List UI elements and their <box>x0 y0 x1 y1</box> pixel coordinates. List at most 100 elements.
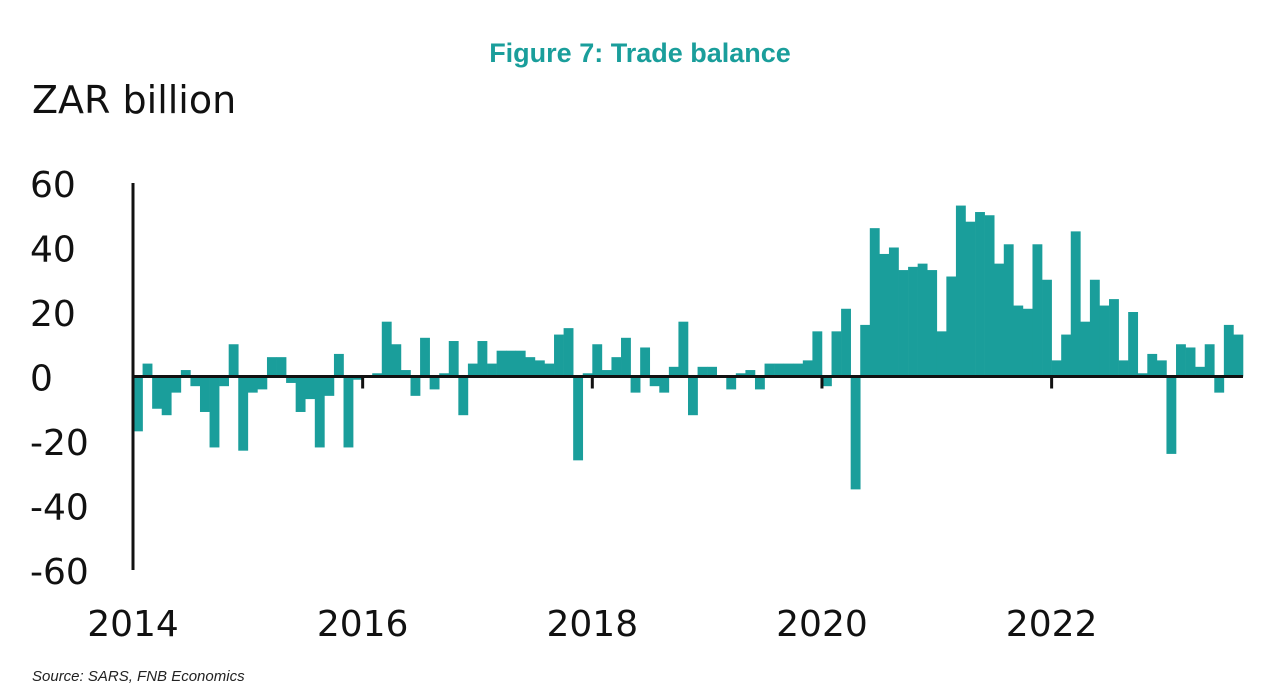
bar <box>668 366 679 377</box>
y-tick-label: 60 <box>30 165 76 206</box>
bar <box>630 376 641 393</box>
bar <box>1013 305 1024 377</box>
trade-balance-chart: 60 40 20 0 -20 -40 -60 2014 2016 2018 2020 2022 <box>30 165 1244 645</box>
bar <box>314 376 325 448</box>
bar <box>467 363 478 377</box>
bar <box>410 376 421 396</box>
x-tick-label: 2018 <box>546 604 638 645</box>
bar <box>295 376 306 412</box>
bar <box>238 376 249 451</box>
bar <box>1185 347 1196 377</box>
bar <box>1166 376 1177 454</box>
y-tick-label: -20 <box>30 423 89 464</box>
bar <box>582 373 593 377</box>
bar <box>199 376 210 412</box>
bar <box>1204 344 1215 377</box>
bar <box>802 360 813 377</box>
bar <box>266 357 277 377</box>
bar <box>1195 366 1206 377</box>
bar <box>726 376 737 390</box>
bar <box>793 363 804 377</box>
bar <box>257 376 268 390</box>
bar <box>1223 324 1234 377</box>
bar <box>133 376 143 432</box>
bar <box>592 344 603 377</box>
bar <box>984 215 995 377</box>
bar <box>161 376 172 416</box>
bar <box>936 331 947 377</box>
bar <box>1147 353 1158 377</box>
bar <box>525 357 536 377</box>
bar <box>276 357 287 377</box>
bar <box>783 363 794 377</box>
bar <box>171 376 182 393</box>
bar <box>860 324 871 377</box>
bar <box>812 331 823 377</box>
bar <box>774 363 784 377</box>
bar <box>219 376 229 387</box>
bar-series <box>133 205 1244 490</box>
bar <box>1156 360 1167 377</box>
bar <box>381 321 392 377</box>
bar <box>554 334 564 377</box>
bar <box>821 376 832 387</box>
bar <box>429 376 440 390</box>
bar <box>305 376 316 400</box>
bar <box>994 263 1005 377</box>
bar <box>1137 373 1148 377</box>
y-tick-label: 40 <box>30 230 76 271</box>
bar <box>601 370 612 377</box>
bar <box>180 370 191 377</box>
bar <box>209 376 220 448</box>
y-axis-unit-label: ZAR billion <box>32 78 237 122</box>
bar <box>888 247 899 377</box>
x-tick-label: 2014 <box>87 604 179 645</box>
bar <box>458 376 469 416</box>
x-tick-label: 2016 <box>317 604 409 645</box>
y-tick-label: 20 <box>30 294 76 335</box>
bar <box>1032 244 1043 377</box>
bar <box>1070 231 1081 377</box>
chart-title: Figure 7: Trade balance <box>489 38 791 68</box>
bar <box>764 363 775 377</box>
y-tick-label: 0 <box>30 359 53 400</box>
bar <box>1089 279 1100 377</box>
bar <box>869 228 880 377</box>
bar <box>286 376 296 383</box>
bar <box>841 308 851 377</box>
bar <box>142 363 153 377</box>
bar <box>391 344 402 377</box>
bar <box>152 376 163 409</box>
bar <box>707 366 718 377</box>
bar <box>448 341 459 377</box>
bar <box>927 270 938 377</box>
bar <box>1080 321 1091 377</box>
bar <box>1118 360 1129 377</box>
bar <box>1099 305 1110 377</box>
bar <box>1061 334 1072 377</box>
x-tick-labels: 2014 2016 2018 2020 2022 <box>87 376 1097 645</box>
bar <box>1003 244 1014 377</box>
bar <box>1233 334 1244 377</box>
bar <box>640 347 651 377</box>
bar <box>955 205 966 377</box>
bar <box>965 221 976 377</box>
y-tick-label: -40 <box>30 488 89 529</box>
bar <box>831 331 842 377</box>
bar <box>544 363 555 377</box>
bar <box>343 376 354 448</box>
bar <box>898 270 909 377</box>
bar <box>946 276 957 377</box>
bar <box>745 370 756 377</box>
bar <box>735 373 746 377</box>
bar <box>324 376 335 396</box>
bar <box>621 337 631 377</box>
bar <box>573 376 584 461</box>
bar <box>1042 279 1052 377</box>
bar <box>649 376 660 387</box>
bar <box>353 376 363 380</box>
bar <box>678 321 689 377</box>
source-note: Source: SARS, FNB Economics <box>32 668 245 685</box>
bar <box>477 341 488 377</box>
bar <box>563 328 574 377</box>
